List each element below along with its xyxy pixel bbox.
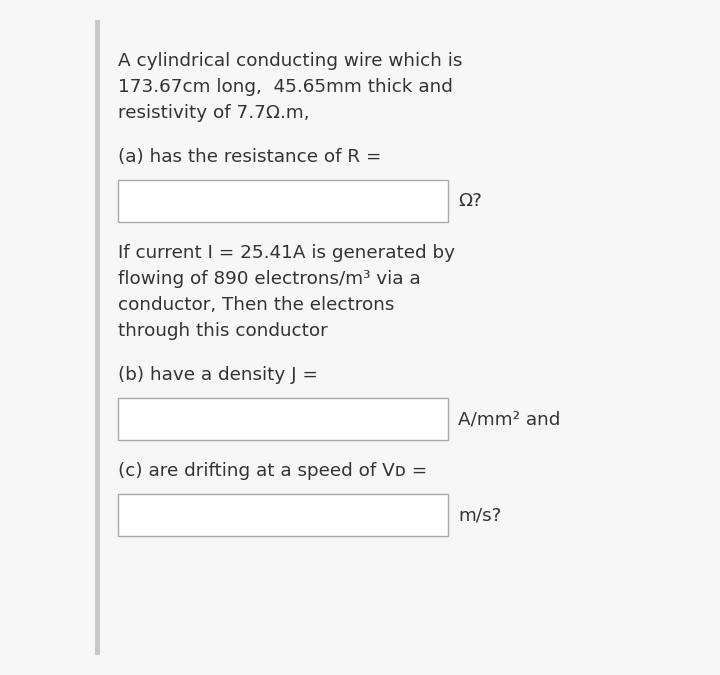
FancyBboxPatch shape (118, 398, 448, 440)
Text: 173.67cm long,  45.65mm thick and: 173.67cm long, 45.65mm thick and (118, 78, 453, 96)
Text: through this conductor: through this conductor (118, 322, 328, 340)
Text: (b) have a density J =: (b) have a density J = (118, 366, 318, 384)
Text: conductor, Then the electrons: conductor, Then the electrons (118, 296, 395, 314)
Text: flowing of 890 electrons/m³ via a: flowing of 890 electrons/m³ via a (118, 270, 420, 288)
FancyBboxPatch shape (118, 180, 448, 222)
Text: (a) has the resistance of R =: (a) has the resistance of R = (118, 148, 382, 166)
Text: If current I = 25.41A is generated by: If current I = 25.41A is generated by (118, 244, 455, 262)
Text: A cylindrical conducting wire which is: A cylindrical conducting wire which is (118, 52, 462, 70)
FancyBboxPatch shape (95, 20, 100, 655)
Text: m/s?: m/s? (458, 506, 501, 524)
FancyBboxPatch shape (118, 494, 448, 536)
Text: A/mm² and: A/mm² and (458, 410, 560, 428)
Text: (c) are drifting at a speed of Vᴅ =: (c) are drifting at a speed of Vᴅ = (118, 462, 427, 480)
Text: resistivity of 7.7Ω.m,: resistivity of 7.7Ω.m, (118, 104, 310, 122)
Text: Ω?: Ω? (458, 192, 482, 210)
